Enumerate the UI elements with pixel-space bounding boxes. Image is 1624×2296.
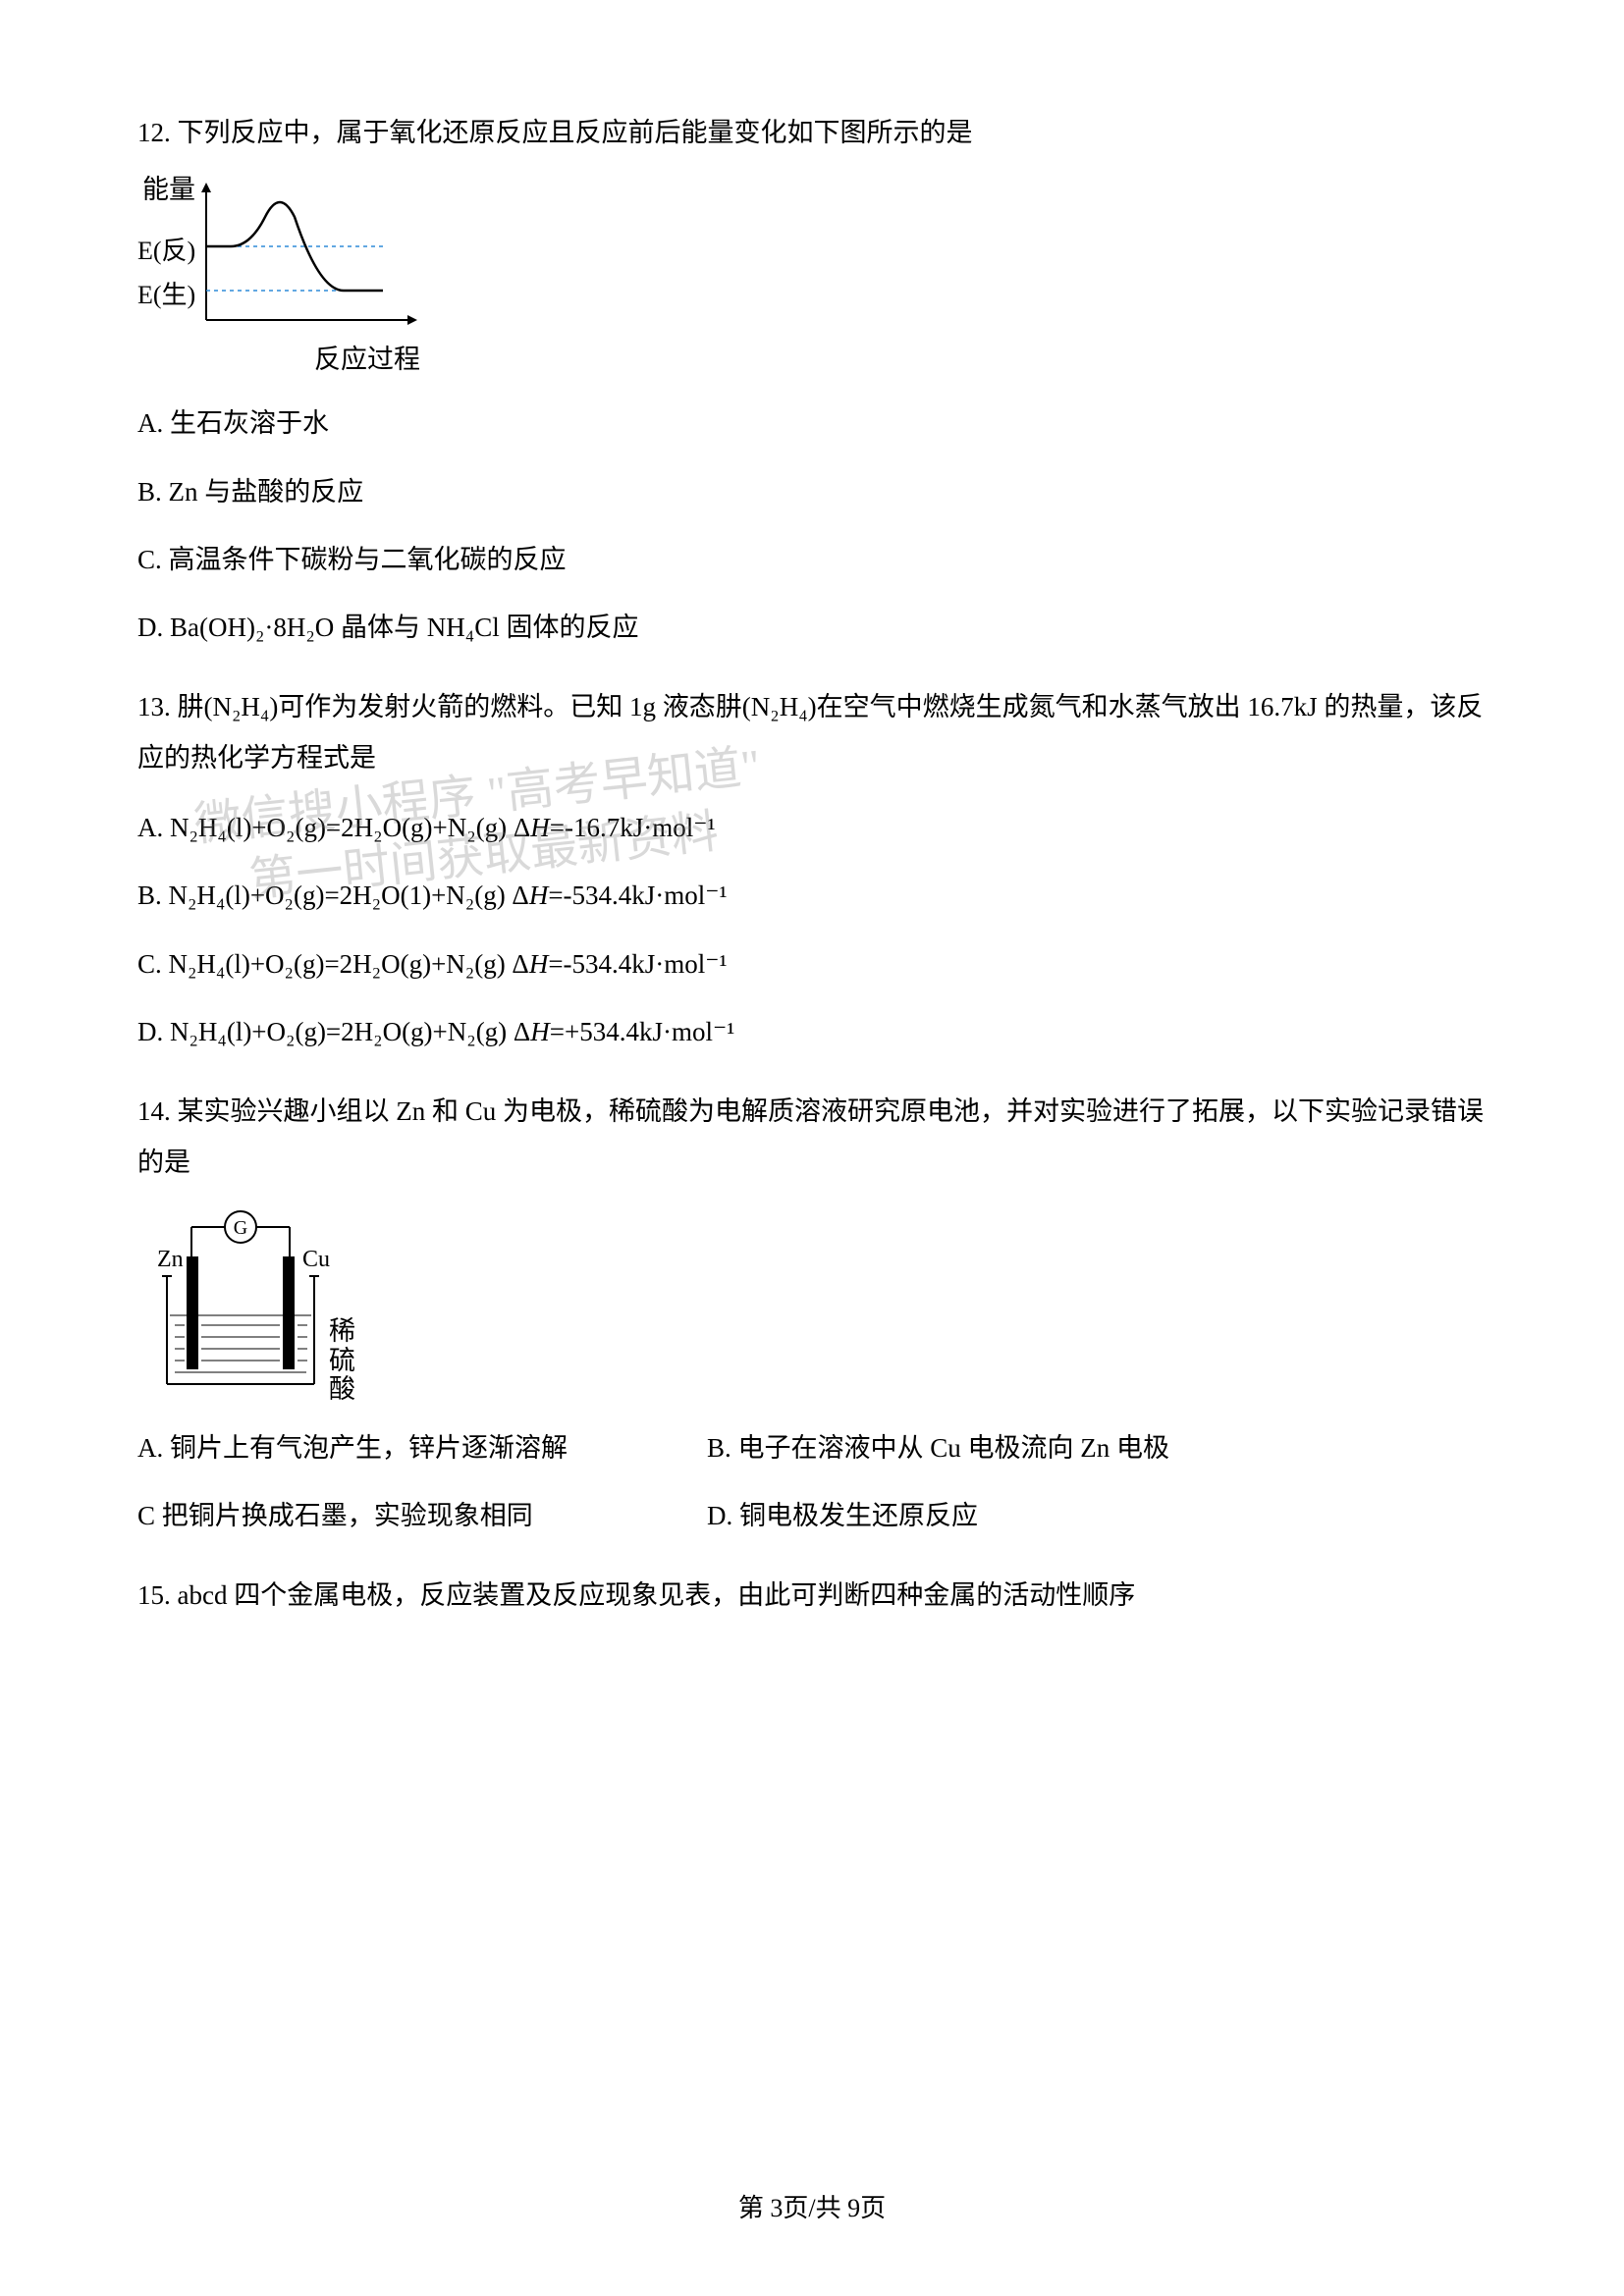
question-15: 15. abcd 四个金属电极，反应装置及反应现象见表，由此可判断四种金属的活动…	[137, 1571, 1487, 1621]
q15-stem: 15. abcd 四个金属电极，反应装置及反应现象见表，由此可判断四种金属的活动…	[137, 1571, 1487, 1621]
meter-label: G	[234, 1217, 247, 1239]
q14-option-b: B. 电子在溶液中从 Cu 电极流向 Zn 电极	[707, 1423, 1169, 1473]
q12-option-a: A. 生石灰溶于水	[137, 399, 1487, 449]
q13-stem: 13. 肼(N₂H₄)可作为发射火箭的燃料。已知 1g 液态肼(N₂H₄)在空气…	[137, 682, 1487, 783]
question-14: 14. 某实验兴趣小组以 Zn 和 Cu 为电极，稀硫酸为电解质溶液研究原电池，…	[137, 1087, 1487, 1541]
q12-stem: 12. 下列反应中，属于氧化还原反应且反应前后能量变化如下图所示的是	[137, 108, 1487, 158]
x-axis-label: 反应过程	[314, 340, 420, 380]
q13-option-b: B. N₂H₄(l)+O₂(g)=2H₂O(1)+N₂(g) ΔH=-534.4…	[137, 871, 1487, 921]
q12-option-b: B. Zn 与盐酸的反应	[137, 467, 1487, 517]
svg-text:Zn: Zn	[157, 1247, 184, 1272]
page-footer: 第 3页/共 9页	[0, 2189, 1624, 2227]
q13-option-a: A. N₂H₄(l)+O₂(g)=2H₂O(g)+N₂(g) ΔH=-16.7k…	[137, 803, 1487, 853]
q14-option-a: A. 铜片上有气泡产生，锌片逐渐溶解	[137, 1423, 648, 1473]
q14-stem: 14. 某实验兴趣小组以 Zn 和 Cu 为电极，稀硫酸为电解质溶液研究原电池，…	[137, 1087, 1487, 1188]
solution-label: 稀 硫 酸	[329, 1317, 355, 1405]
q14-option-c: C 把铜片换成石墨，实验现象相同	[137, 1491, 648, 1541]
galvanic-cell-diagram: G Zn Cu	[137, 1207, 412, 1404]
question-13: 13. 肼(N₂H₄)可作为发射火箭的燃料。已知 1g 液态肼(N₂H₄)在空气…	[137, 682, 1487, 1057]
y-tick-reactant: E(反)	[137, 232, 195, 270]
y-tick-product: E(生)	[137, 276, 195, 314]
q14-option-d: D. 铜电极发生还原反应	[707, 1491, 978, 1541]
energy-diagram: 能量 E(反) E(生) 反应过程	[137, 178, 452, 374]
q12-option-c: C. 高温条件下碳粉与二氧化碳的反应	[137, 535, 1487, 585]
q12-option-d: D. Ba(OH)₂·8H₂O 晶体与 NH₄Cl 固体的反应	[137, 603, 1487, 653]
svg-text:Cu: Cu	[302, 1247, 330, 1272]
y-axis-label: 能量	[142, 170, 195, 210]
question-12: 12. 下列反应中，属于氧化还原反应且反应前后能量变化如下图所示的是 能量 E(…	[137, 108, 1487, 653]
q13-option-c: C. N₂H₄(l)+O₂(g)=2H₂O(g)+N₂(g) ΔH=-534.4…	[137, 939, 1487, 989]
q13-option-d: D. N₂H₄(l)+O₂(g)=2H₂O(g)+N₂(g) ΔH=+534.4…	[137, 1007, 1487, 1057]
